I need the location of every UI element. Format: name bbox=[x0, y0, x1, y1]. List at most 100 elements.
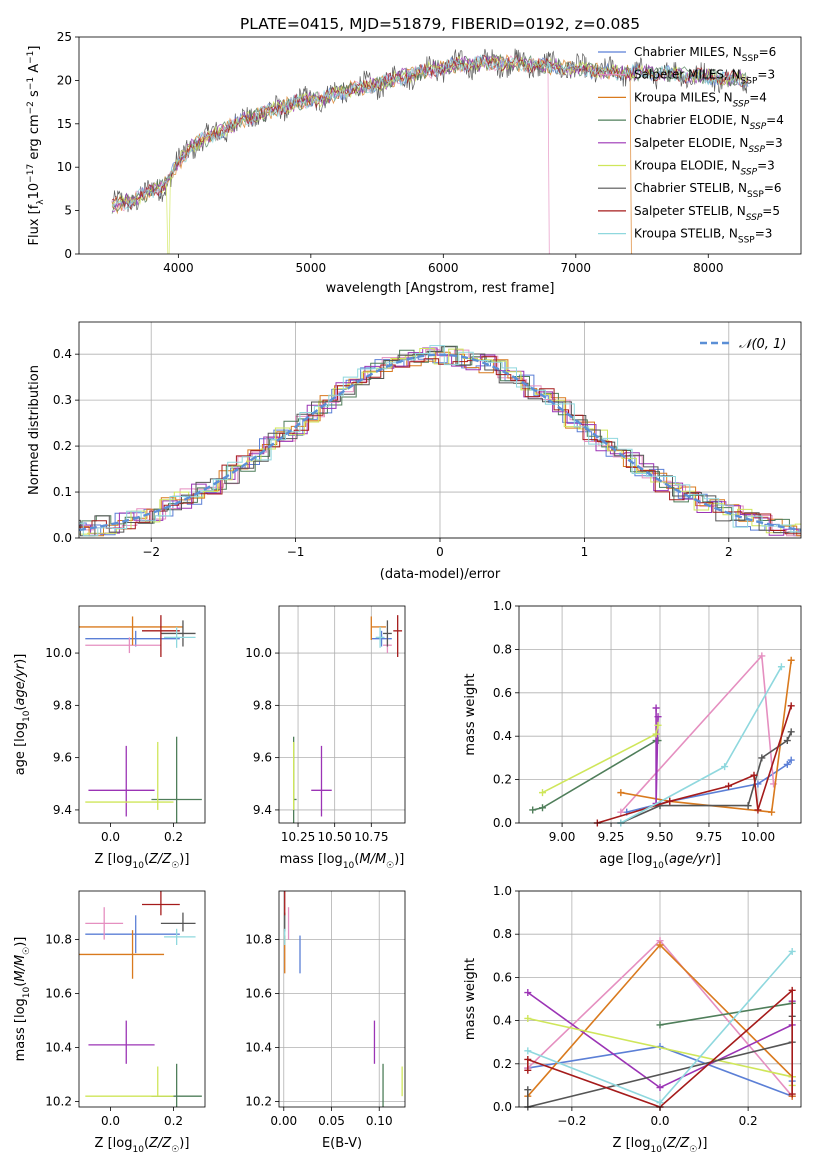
label-part: age/yr bbox=[669, 852, 712, 867]
y-tick-label: 0.2 bbox=[53, 439, 72, 453]
y-tick-label: 1.0 bbox=[493, 599, 512, 613]
label-part: λ bbox=[36, 199, 46, 205]
weight-vs-metallicity-panel: −0.2 0.0 0.2 0.0 0.2 0.4 0.6 0.8 1.0 Z [log10(Z/Z… bbox=[463, 884, 802, 1155]
x-axis-label: E(B-V) bbox=[322, 1136, 362, 1151]
y-axis-label: mass weight bbox=[463, 958, 478, 1040]
label-part: =5 bbox=[762, 204, 780, 218]
y-tick-label: 10.2 bbox=[245, 1095, 272, 1109]
y-tick-label: 25 bbox=[57, 30, 72, 44]
mass-vs-metallicity-panel: 0.0 0.210.210.410.610.8Z [log10(Z/Z☉)]mas… bbox=[13, 890, 206, 1155]
label-part: ☉ bbox=[386, 861, 394, 871]
residuals-panel: −2 −1 0 1 2 0.0 0.1 0.2 0.3 0.4 (data-model)/error… bbox=[27, 321, 802, 582]
x-tick-label: 10.25 bbox=[281, 830, 315, 844]
weight-point-salpeter_miles bbox=[617, 808, 625, 816]
label-part: Z [log bbox=[613, 1136, 651, 1151]
x-axis-label: age [log10(age/yr)] bbox=[599, 852, 721, 871]
x-tick-label: 6000 bbox=[428, 261, 459, 275]
y-tick-label: 0.1 bbox=[53, 485, 72, 499]
label-part: −1 bbox=[26, 77, 36, 90]
label-part: SSP bbox=[738, 236, 755, 246]
label-part: SSP bbox=[741, 77, 758, 87]
weight-point-chabrier_stelib bbox=[744, 802, 752, 810]
label-part: ☉ bbox=[171, 861, 179, 871]
y-tick-label: 0.3 bbox=[53, 393, 72, 407]
weight-point-chabrier_elodie bbox=[656, 1021, 664, 1029]
spectrum-panel: 4000 5000 6000 7000 8000 0 5 10 15 20 25 wavelength… bbox=[26, 30, 802, 296]
label-part: =3 bbox=[755, 227, 773, 241]
figure-title: PLATE=0415, MJD=51879, FIBERID=0192, z=0… bbox=[240, 15, 640, 33]
weight-point-kroupa_stelib bbox=[524, 1047, 532, 1055]
y-tick-label: 10.0 bbox=[245, 646, 272, 660]
label-part: 10 bbox=[22, 710, 32, 722]
weight-point-kroupa_stelib bbox=[788, 947, 796, 955]
label-part: age [log bbox=[13, 722, 28, 775]
legend-label: Kroupa MILES, NSSP=4 bbox=[634, 90, 767, 109]
weight-point-chabrier_stelib bbox=[524, 1086, 532, 1094]
weight-point-salpeter_stelib bbox=[754, 806, 762, 814]
label-part: Salpeter STELIB, N bbox=[634, 204, 746, 218]
x-tick-label: 0.0 bbox=[101, 830, 120, 844]
y-tick-label: 9.4 bbox=[253, 803, 272, 817]
label-part: ] bbox=[27, 46, 42, 51]
weight-line-salpeter_stelib bbox=[597, 705, 792, 824]
label-part: ☉ bbox=[171, 1145, 179, 1155]
y-tick-label: 20 bbox=[57, 73, 72, 87]
weight-point-kroupa_miles bbox=[787, 656, 795, 664]
y-tick-label: 0.4 bbox=[53, 347, 72, 361]
y-tick-label: 10.8 bbox=[45, 933, 72, 947]
x-axis-label: wavelength [Angstrom, rest frame] bbox=[326, 281, 555, 296]
x-tick-label: 8000 bbox=[693, 261, 724, 275]
y-tick-label: 0.4 bbox=[493, 1014, 512, 1028]
label-part: )] bbox=[179, 1136, 189, 1151]
weight-point-kroupa_stelib bbox=[777, 663, 785, 671]
y-tick-label: 0.0 bbox=[53, 531, 72, 545]
x-tick-label: 0 bbox=[436, 545, 444, 559]
label-part: ( bbox=[354, 852, 359, 867]
weight-point-kroupa_elodie bbox=[524, 1014, 532, 1022]
label-part: ( bbox=[664, 852, 669, 867]
label-part: Chabrier MILES, N bbox=[634, 45, 742, 59]
label-part: ☉ bbox=[689, 1145, 697, 1155]
label-part: )] bbox=[13, 937, 28, 947]
y-tick-label: 9.6 bbox=[253, 751, 272, 765]
weight-point-salpeter_elodie bbox=[656, 1084, 664, 1092]
age-vs-metallicity-panel: 0.0 0.29.49.69.810.0Z [log10(Z/Z☉)]age [l… bbox=[13, 605, 206, 871]
y-tick-label: 0.8 bbox=[493, 927, 512, 941]
y-tick-label: 9.6 bbox=[53, 751, 72, 765]
label-part: age [log bbox=[599, 852, 652, 867]
x-tick-label: 4000 bbox=[163, 261, 194, 275]
normal-curve bbox=[79, 353, 801, 532]
x-tick-label: 9.00 bbox=[549, 830, 576, 844]
label-part: ( bbox=[144, 1136, 149, 1151]
x-tick-label: 0.0 bbox=[650, 1114, 669, 1128]
weight-point-chabrier_elodie bbox=[529, 806, 537, 814]
y-tick-label: 0.4 bbox=[493, 729, 512, 743]
x-axis-label: Z [log10(Z/Z☉)] bbox=[613, 1136, 708, 1155]
x-tick-label: 0.10 bbox=[366, 1114, 393, 1128]
axes-frame bbox=[278, 890, 406, 1108]
legend-label: Kroupa ELODIE, NSSP=3 bbox=[634, 159, 775, 178]
spectrum-line-salpeter_elodie bbox=[111, 54, 749, 213]
weight-point-salpeter_stelib bbox=[524, 1055, 532, 1063]
legend-label: Salpeter MILES, NSSP=3 bbox=[634, 68, 775, 87]
weight-line-salpeter_miles bbox=[620, 654, 775, 813]
y-tick-label: 10.8 bbox=[245, 933, 272, 947]
label-part: SSP bbox=[748, 145, 765, 155]
x-axis-label: Z [log10(Z/Z☉)] bbox=[95, 1136, 190, 1155]
weight-point-salpeter_elodie bbox=[652, 704, 660, 712]
x-tick-label: 7000 bbox=[561, 261, 592, 275]
histogram-kroupa_miles bbox=[79, 351, 801, 537]
y-tick-label: 0.6 bbox=[493, 686, 512, 700]
label-part: −2 bbox=[26, 101, 36, 114]
x-tick-label: 5000 bbox=[296, 261, 327, 275]
weight-point-chabrier_stelib bbox=[787, 728, 795, 736]
label-part: 10 bbox=[22, 986, 32, 998]
label-part: M/M bbox=[359, 852, 386, 867]
errorbars bbox=[79, 615, 202, 823]
label-part: )] bbox=[13, 654, 28, 664]
weight-point-chabrier_elodie bbox=[539, 804, 546, 812]
legend: 𝒩(0, 1) bbox=[700, 337, 786, 352]
weight-point-kroupa_elodie bbox=[539, 789, 546, 797]
label-part: =3 bbox=[757, 159, 775, 173]
